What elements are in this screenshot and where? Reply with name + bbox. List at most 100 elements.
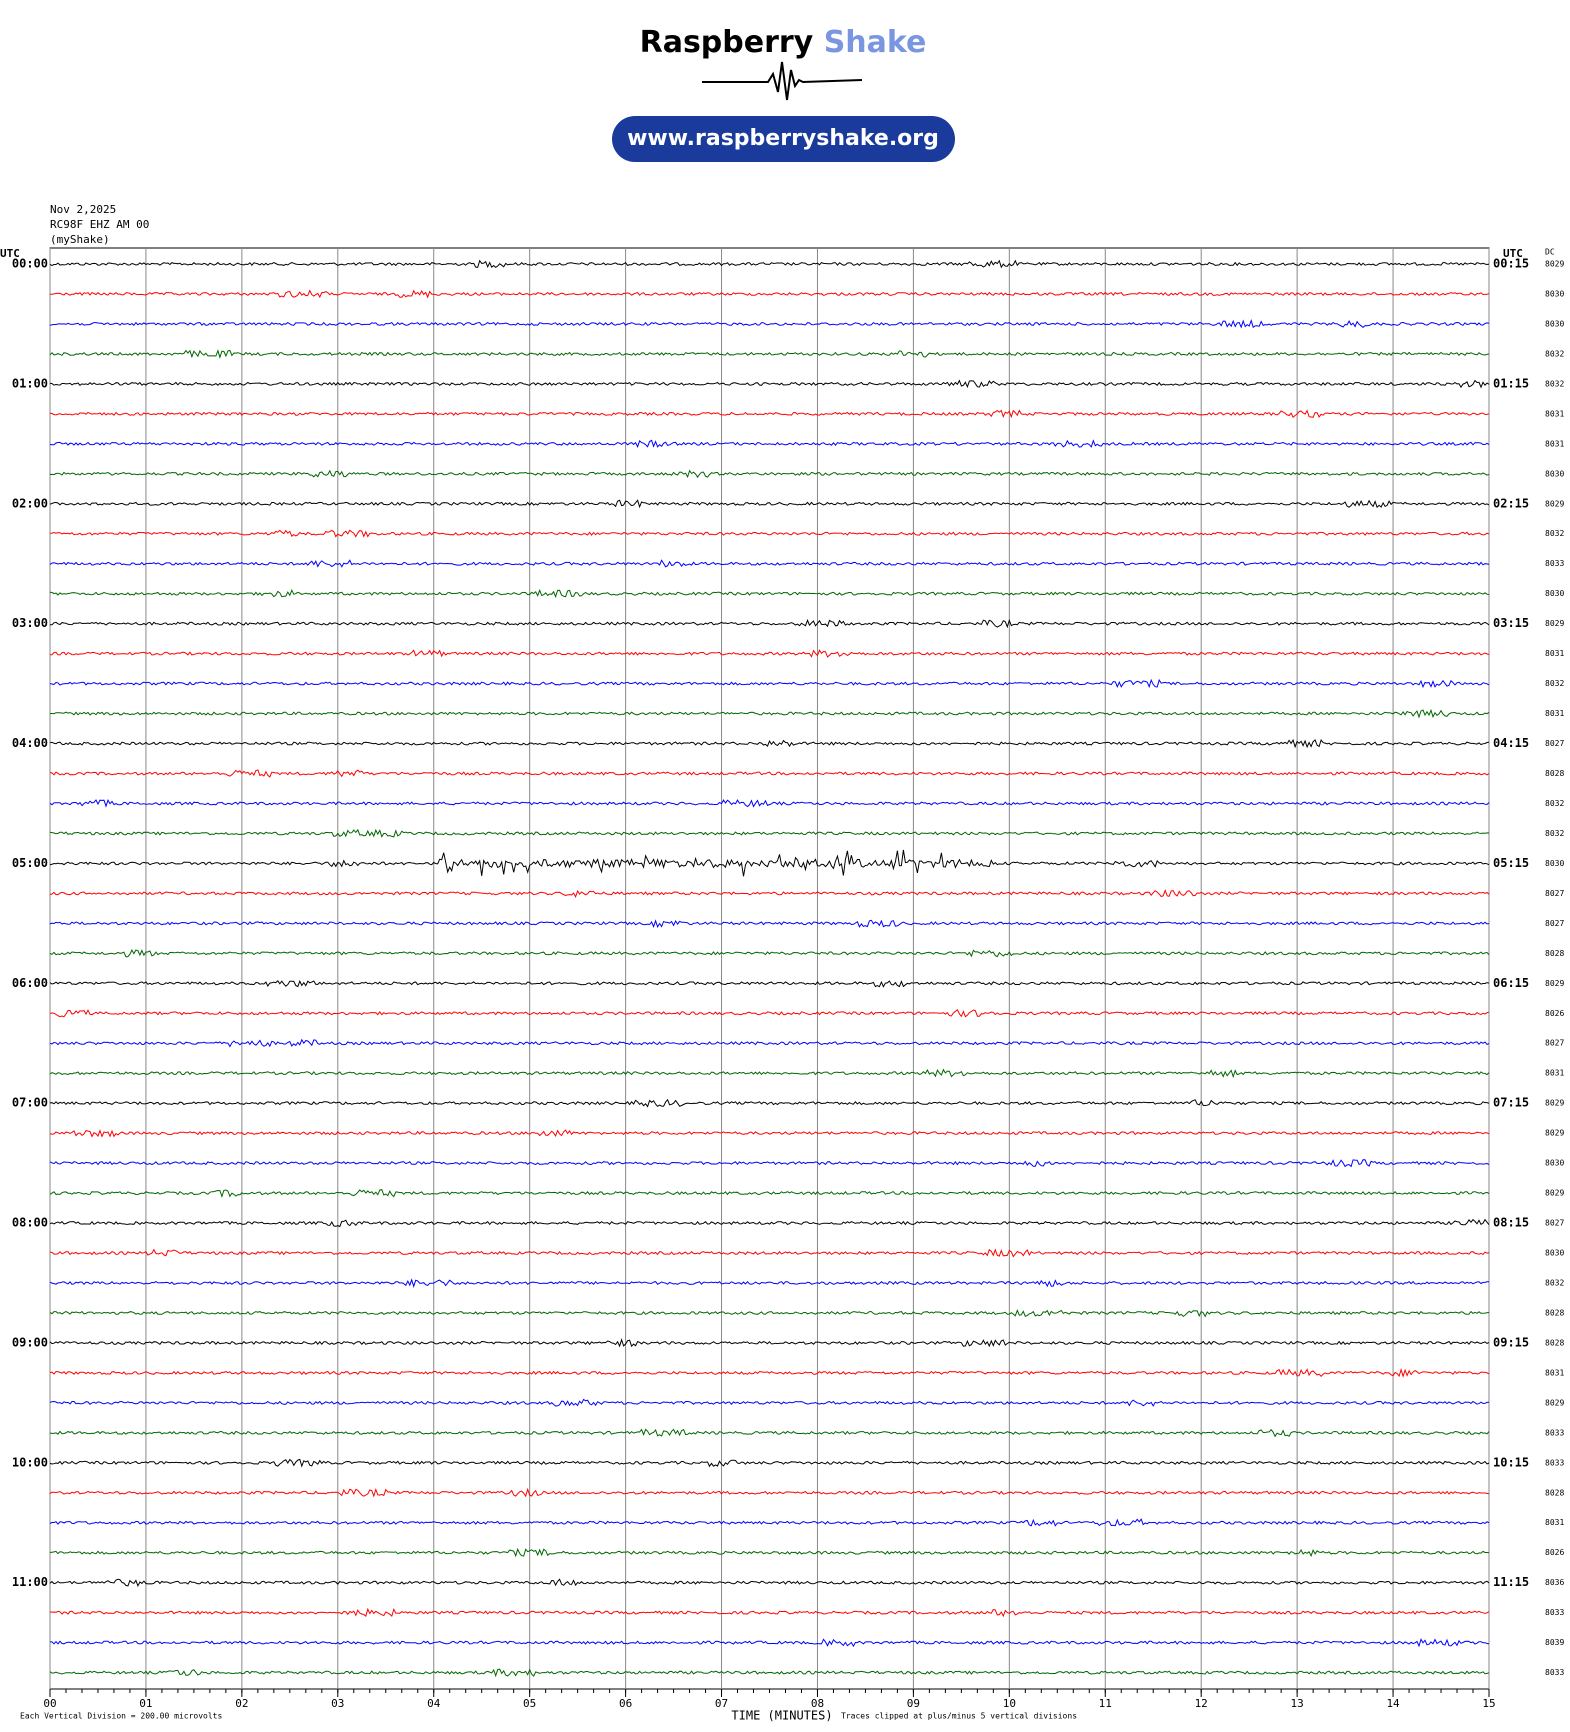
- header-date: Nov 2,2025: [50, 203, 116, 216]
- dc-value: 8028: [1545, 1308, 1564, 1317]
- x-axis-title: TIME (MINUTES): [731, 1709, 832, 1723]
- dc-value: 8027: [1545, 1039, 1564, 1048]
- dc-value: 8029: [1545, 1189, 1564, 1198]
- trace: [49, 1428, 1490, 1438]
- logo-light: Shake: [824, 25, 927, 60]
- right-time-label: 07:15: [1493, 1096, 1529, 1110]
- dc-value: 8032: [1545, 1278, 1564, 1287]
- x-tick-label: 03: [331, 1697, 344, 1710]
- dc-value: 8032: [1545, 829, 1564, 838]
- right-time-label: 08:15: [1493, 1216, 1529, 1230]
- trace: [49, 349, 1490, 359]
- trace: [49, 1159, 1490, 1168]
- right-axis-title: UTC: [1503, 247, 1523, 260]
- left-axis-title: UTC: [0, 247, 20, 260]
- x-tick-label: 00: [43, 1697, 56, 1710]
- dc-value: 8028: [1545, 1338, 1564, 1347]
- dc-value: 8031: [1545, 709, 1564, 718]
- trace: [49, 379, 1490, 389]
- dc-value: 8033: [1545, 1458, 1564, 1467]
- dc-value: 8029: [1545, 1099, 1564, 1108]
- plot-frame: [49, 247, 1490, 1690]
- x-tick-label: 07: [715, 1697, 728, 1710]
- dc-value: 8029: [1545, 1398, 1564, 1407]
- trace: [49, 1518, 1490, 1527]
- x-tick-label: 15: [1482, 1697, 1495, 1710]
- dc-value: 8031: [1545, 1518, 1564, 1527]
- left-time-label: 07:00: [12, 1096, 48, 1110]
- dc-value: 8030: [1545, 289, 1564, 298]
- trace: [49, 949, 1490, 958]
- left-time-label: 02:00: [12, 496, 48, 510]
- dc-value: 8027: [1545, 1219, 1564, 1228]
- trace: [49, 259, 1490, 269]
- right-time-label: 00:15: [1493, 257, 1529, 271]
- left-time-label: 04:00: [12, 736, 48, 750]
- logo-title: Raspberry Shake: [640, 25, 927, 60]
- x-tick-label: 11: [1099, 1697, 1112, 1710]
- trace: [49, 769, 1490, 778]
- trace: [49, 1009, 1490, 1018]
- trace: [49, 1248, 1490, 1258]
- right-time-label: 04:15: [1493, 736, 1529, 750]
- dc-value: 8027: [1545, 739, 1564, 748]
- trace: [49, 559, 1490, 568]
- trace: [49, 1578, 1490, 1588]
- trace: [50, 618, 1490, 629]
- trace: [49, 1398, 1490, 1407]
- trace: [49, 1309, 1490, 1318]
- dc-value: 8026: [1545, 1009, 1564, 1018]
- header-station: RC98F EHZ AM 00: [50, 218, 149, 231]
- x-tick-label: 05: [523, 1697, 536, 1710]
- dc-value: 8029: [1545, 619, 1564, 628]
- dc-value: 8033: [1545, 559, 1564, 568]
- left-time-label: 06:00: [12, 976, 48, 990]
- dc-value: 8031: [1545, 1368, 1564, 1377]
- dc-value: 8033: [1545, 1608, 1564, 1617]
- trace: [49, 439, 1490, 448]
- dc-value: 8032: [1545, 679, 1564, 688]
- trace: [49, 469, 1490, 479]
- footnote-left: Each Vertical Division = 200.00 microvol…: [20, 1712, 222, 1721]
- dc-value: 8029: [1545, 499, 1564, 508]
- dc-value: 8028: [1545, 1488, 1564, 1497]
- trace: [49, 1458, 1490, 1468]
- trace: [50, 289, 1490, 299]
- trace: [49, 979, 1490, 988]
- right-time-label: 01:15: [1493, 376, 1529, 390]
- dc-value: 8032: [1545, 379, 1564, 388]
- dc-value: 8032: [1545, 529, 1564, 538]
- right-time-label: 02:15: [1493, 496, 1529, 510]
- dc-value: 8030: [1545, 1249, 1564, 1258]
- dc-title: DC: [1545, 248, 1555, 257]
- url-pill[interactable]: [612, 116, 955, 162]
- dc-value: 8033: [1545, 1428, 1564, 1437]
- dc-value: 8030: [1545, 319, 1564, 328]
- trace: [50, 588, 1490, 599]
- trace: [49, 1189, 1490, 1198]
- x-tick-label: 06: [619, 1697, 632, 1710]
- trace: [49, 888, 1490, 899]
- dc-value: 8031: [1545, 439, 1564, 448]
- dc-value: 8032: [1545, 799, 1564, 808]
- dc-value: 8030: [1545, 469, 1564, 478]
- url[interactable]: www.raspberryshake.org: [627, 126, 939, 151]
- trace: [49, 1547, 1490, 1558]
- trace: [49, 1068, 1490, 1079]
- left-time-label: 11:00: [12, 1575, 48, 1589]
- dc-value: 8031: [1545, 649, 1564, 658]
- right-time-label: 10:15: [1493, 1455, 1529, 1469]
- left-time-label: 00:00: [12, 257, 48, 271]
- dc-value: 8031: [1545, 1069, 1564, 1078]
- dc-value: 8028: [1545, 769, 1564, 778]
- dc-value: 8029: [1545, 1129, 1564, 1138]
- trace: [49, 1038, 1490, 1048]
- x-tick-label: 13: [1291, 1697, 1304, 1710]
- dc-value: 8030: [1545, 1159, 1564, 1168]
- x-tick-label: 08: [811, 1697, 824, 1710]
- trace: [49, 919, 1490, 928]
- trace: [49, 1607, 1490, 1618]
- dc-value: 8033: [1545, 1668, 1564, 1677]
- trace: [49, 1338, 1490, 1348]
- right-time-label: 03:15: [1493, 616, 1529, 630]
